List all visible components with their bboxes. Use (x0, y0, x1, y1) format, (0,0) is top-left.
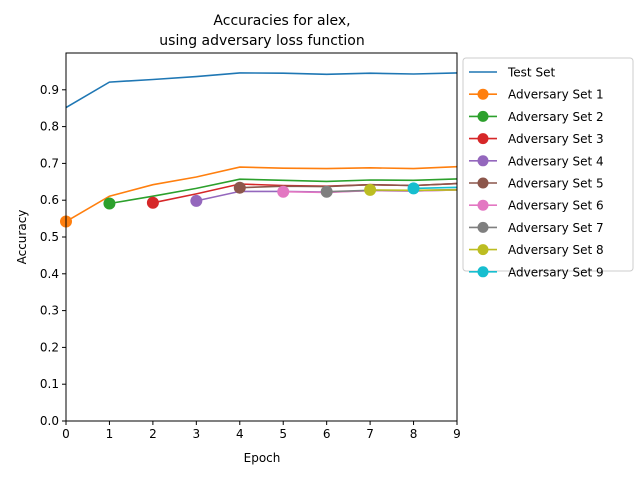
y-tick-label: 0.1 (40, 377, 59, 391)
legend-swatch-marker (477, 177, 489, 189)
y-axis-label: Accuracy (15, 210, 29, 265)
x-tick-label: 2 (149, 427, 157, 441)
legend-entry-label: Test Set (507, 66, 555, 80)
chart-title-line2: using adversary loss function (159, 33, 364, 49)
x-tick-label: 1 (106, 427, 114, 441)
legend: Test Set Adversary Set 1 Adversary Set 2 Ad… (462, 57, 634, 279)
series-start-marker-6 (277, 185, 290, 198)
legend-entry-label: Adversary Set 6 (508, 199, 604, 213)
series-start-marker-2 (103, 197, 116, 210)
plot-area (60, 72, 457, 228)
y-tick-label: 0.2 (40, 340, 59, 354)
x-tick-label: 7 (366, 427, 374, 441)
series-start-marker-8 (364, 183, 377, 196)
y-tick-label: 0.8 (40, 120, 59, 134)
legend-entry-label: Adversary Set 7 (508, 221, 604, 235)
legend-swatch-marker (477, 221, 489, 233)
chart-title-line1: Accuracies for alex, (213, 13, 350, 29)
legend-swatch-marker (477, 199, 489, 211)
x-tick-label: 8 (410, 427, 418, 441)
series-start-marker-3 (146, 196, 159, 209)
y-tick-label: 0.9 (40, 83, 59, 97)
series-line-5 (239, 182, 457, 189)
y-tick-label: 0.0 (40, 414, 59, 428)
y-tick-label: 0.7 (40, 156, 59, 170)
legend-entry-label: Adversary Set 4 (508, 154, 604, 168)
legend-swatch-marker (477, 266, 489, 278)
legend-swatch-marker (477, 88, 489, 100)
legend-entry-label: Adversary Set 1 (508, 88, 604, 102)
series-start-marker-9 (407, 182, 420, 195)
legend-entry-label: Adversary Set 5 (508, 177, 604, 191)
series-line-1 (66, 165, 457, 223)
legend-entry-label: Adversary Set 2 (508, 110, 604, 124)
series-line-2 (109, 178, 457, 205)
plot-frame (65, 52, 458, 422)
y-tick-label: 0.3 (40, 304, 59, 318)
legend-swatch-marker (477, 133, 489, 145)
series-start-marker-5 (233, 181, 246, 194)
x-axis: 0 1 2 3 4 5 6 7 8 9 (62, 421, 461, 441)
series-start-marker-4 (190, 194, 203, 207)
legend-entry-label: Adversary Set 3 (508, 132, 604, 146)
legend-swatch-marker (477, 110, 489, 122)
y-tick-label: 0.6 (40, 193, 59, 207)
series-start-marker-7 (320, 185, 333, 198)
x-tick-label: 3 (193, 427, 201, 441)
y-tick-label: 0.4 (40, 267, 59, 281)
y-tick-label: 0.5 (40, 230, 59, 244)
x-tick-label: 4 (236, 427, 244, 441)
x-tick-label: 5 (279, 427, 287, 441)
y-axis: 0.0 0.1 0.2 0.3 0.4 0.5 0.6 0.7 0.8 0.9 (40, 83, 66, 428)
series-line-0 (66, 72, 457, 109)
legend-swatch-marker (477, 155, 489, 167)
legend-entry-label: Adversary Set 8 (508, 243, 604, 257)
legend-entry-label: Adversary Set 9 (508, 265, 604, 279)
series-line-9 (413, 186, 457, 190)
x-tick-label: 0 (62, 427, 70, 441)
x-tick-label: 9 (453, 427, 461, 441)
legend-swatch-marker (477, 244, 489, 256)
x-axis-label: Epoch (244, 451, 281, 465)
legend-box (462, 57, 634, 272)
x-tick-label: 6 (323, 427, 331, 441)
